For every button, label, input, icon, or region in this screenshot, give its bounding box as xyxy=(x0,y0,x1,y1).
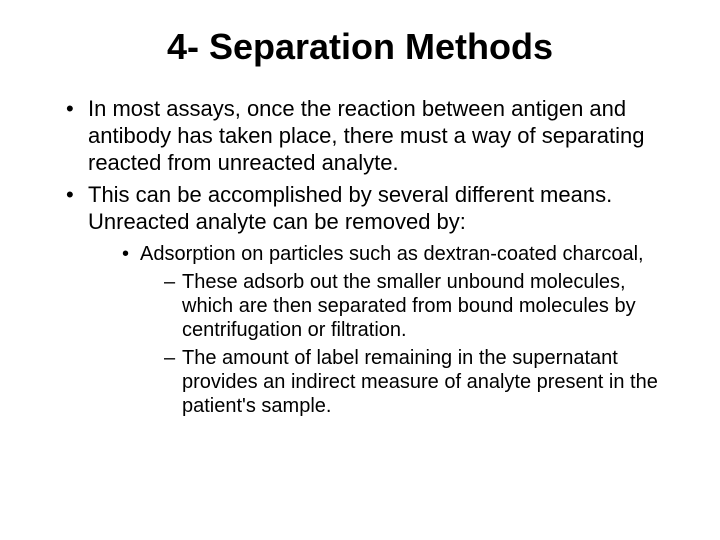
bullet-level1: In most assays, once the reaction betwee… xyxy=(66,96,672,176)
slide-title: 4- Separation Methods xyxy=(48,26,672,68)
bullet-list-level2: Adsorption on particles such as dextran-… xyxy=(88,242,672,418)
bullet-text: These adsorb out the smaller unbound mol… xyxy=(182,271,636,341)
bullet-level3: The amount of label remaining in the sup… xyxy=(164,346,672,418)
bullet-text: The amount of label remaining in the sup… xyxy=(182,347,658,417)
bullet-text: In most assays, once the reaction betwee… xyxy=(88,96,644,175)
bullet-list-level3: These adsorb out the smaller unbound mol… xyxy=(140,270,672,418)
bullet-text: Adsorption on particles such as dextran-… xyxy=(140,243,644,265)
slide: 4- Separation Methods In most assays, on… xyxy=(0,0,720,540)
bullet-text: This can be accomplished by several diff… xyxy=(88,182,612,234)
bullet-list-level1: In most assays, once the reaction betwee… xyxy=(48,96,672,418)
bullet-level1: This can be accomplished by several diff… xyxy=(66,182,672,418)
bullet-level3: These adsorb out the smaller unbound mol… xyxy=(164,270,672,342)
bullet-level2: Adsorption on particles such as dextran-… xyxy=(122,242,672,418)
